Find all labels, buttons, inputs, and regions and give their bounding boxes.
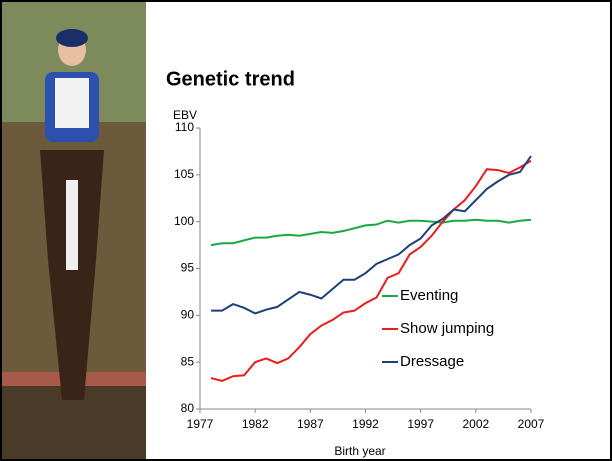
- x-tick-label: 1987: [297, 417, 324, 431]
- y-tick-label: 80: [181, 401, 195, 415]
- legend-label: Dressage: [400, 353, 464, 370]
- legend-label: Eventing: [400, 287, 458, 304]
- x-tick-label: 1982: [242, 417, 269, 431]
- y-tick-label: 100: [174, 214, 194, 228]
- slide: Genetic trend EBV Birth year 80859095100…: [0, 0, 612, 461]
- photo: [2, 2, 146, 459]
- y-tick-label: 110: [175, 120, 194, 134]
- legend-label: Show jumping: [400, 320, 494, 337]
- y-tick-label: 85: [181, 354, 195, 368]
- y-tick-label: 105: [174, 167, 194, 181]
- x-axis-label: Birth year: [334, 444, 385, 458]
- x-tick-label: 1997: [407, 417, 434, 431]
- x-tick-label: 2007: [518, 417, 545, 431]
- x-tick-label: 1992: [352, 417, 379, 431]
- x-tick-label: 1977: [187, 417, 214, 431]
- x-tick-label: 2002: [462, 417, 489, 431]
- chart-title: Genetic trend: [166, 68, 295, 90]
- y-tick-label: 95: [181, 261, 195, 275]
- y-tick-label: 90: [181, 308, 195, 322]
